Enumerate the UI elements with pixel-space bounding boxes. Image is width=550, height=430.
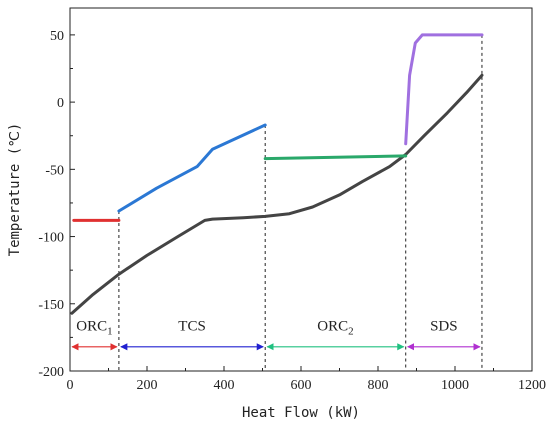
series-line-1	[70, 73, 484, 315]
y-axis-title: Temperature (℃)	[7, 123, 23, 257]
x-tick-label-3: 400	[214, 378, 235, 393]
x-tick-label-4: 600	[291, 378, 312, 393]
x-tick-label-1: 0	[67, 378, 74, 393]
ticks: 0 200 400 600 800 1000 1200 -200 -150 -100 -50 0 50	[38, 29, 546, 393]
x-tick-label-6: 1000	[441, 378, 469, 393]
series-line-4	[263, 154, 408, 161]
x-tick-label-7: 1200	[518, 378, 546, 393]
y-tick-label-4: -50	[45, 163, 64, 178]
y-tick-label-1: -200	[38, 365, 64, 380]
series-line-5	[404, 33, 484, 146]
region-label-1: ORC1	[76, 319, 112, 338]
region-label-subscript-3: 2	[348, 326, 354, 338]
plot-frame	[69, 7, 533, 372]
region-label-4: SDS	[430, 319, 458, 335]
y-tick-label-5: 0	[57, 96, 64, 111]
x-tick-label-2: 200	[137, 378, 158, 393]
series-line-3	[117, 123, 267, 213]
region-label-3: ORC2	[317, 319, 353, 338]
y-tick-label-6: 50	[50, 29, 64, 44]
x-axis-title: Heat Flow (kW)	[242, 405, 360, 421]
y-tick-label-2: -150	[38, 298, 64, 313]
region-label-2: TCS	[178, 319, 206, 335]
region-label-subscript-1: 1	[107, 326, 113, 338]
plot-content: ORC1 TCS ORC2 SDS	[70, 33, 484, 371]
y-tick-label-3: -100	[38, 231, 64, 246]
x-tick-label-5: 800	[368, 378, 389, 393]
